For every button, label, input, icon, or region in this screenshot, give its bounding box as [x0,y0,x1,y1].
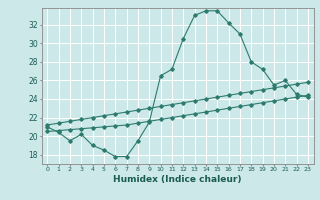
X-axis label: Humidex (Indice chaleur): Humidex (Indice chaleur) [113,175,242,184]
